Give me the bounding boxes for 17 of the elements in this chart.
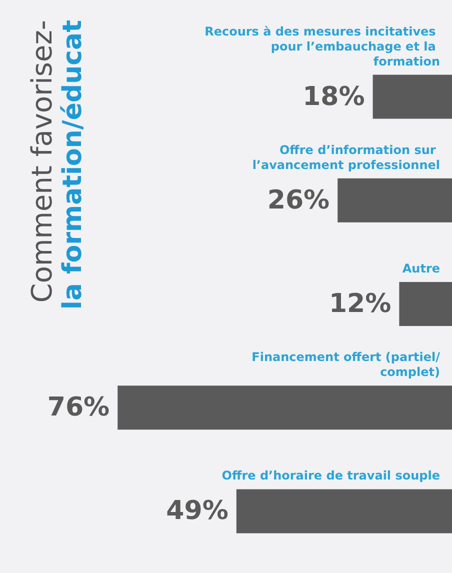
bar xyxy=(338,178,452,222)
bar xyxy=(372,74,452,119)
data-label: 76% xyxy=(47,392,110,423)
bar xyxy=(399,282,452,326)
data-label: 12% xyxy=(328,289,392,319)
y-tick-label: Financement offert (partiel/complet) xyxy=(252,350,441,380)
bar xyxy=(236,489,452,534)
text: la formation/éducat xyxy=(58,20,88,310)
y-tick-label: Offre d’information sur l’avancement professionnel xyxy=(252,142,440,172)
y-tick-label: Autre xyxy=(402,262,440,276)
data-label: 18% xyxy=(302,82,365,112)
bar xyxy=(118,386,452,430)
y-tick-label: Recours à des mesures incitatives pour l’embauchage et la formation xyxy=(204,24,440,68)
data-label: 49% xyxy=(166,496,228,526)
data-label: 26% xyxy=(267,185,330,216)
text: Comment favorisez- xyxy=(26,20,58,303)
y-tick-label: Offre d’horaire de travail souple xyxy=(222,468,440,483)
